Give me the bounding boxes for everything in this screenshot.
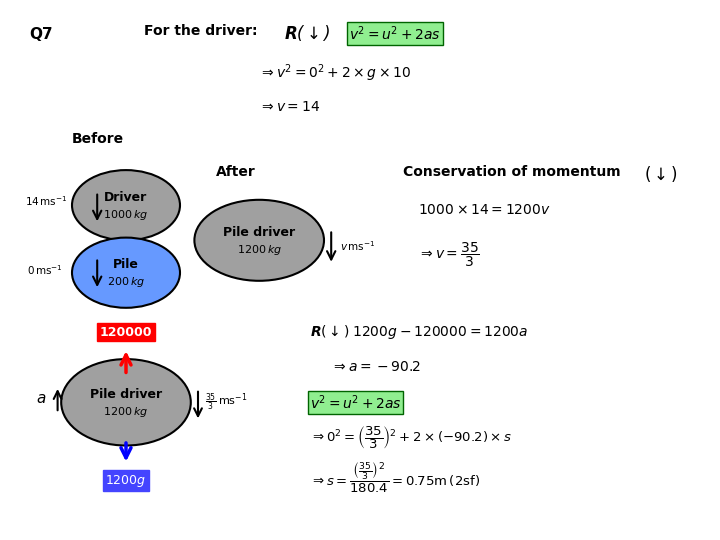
Text: $\Rightarrow 0^2 = \left(\dfrac{35}{3}\right)^2 + 2\times(-90.2)\times s$: $\Rightarrow 0^2 = \left(\dfrac{35}{3}\r… xyxy=(310,424,512,451)
Text: Pile driver: Pile driver xyxy=(223,226,295,239)
Text: $\Rightarrow v^2 = 0^2 + 2 \times g \times 10$: $\Rightarrow v^2 = 0^2 + 2 \times g \tim… xyxy=(259,62,412,84)
Text: $\boldsymbol{R}$($\downarrow$): $\boldsymbol{R}$($\downarrow$) xyxy=(284,23,331,43)
Text: Conservation of momentum: Conservation of momentum xyxy=(403,165,621,179)
Text: $\Rightarrow a = -90.2$: $\Rightarrow a = -90.2$ xyxy=(331,360,421,374)
Text: $1200g$: $1200g$ xyxy=(105,472,147,489)
Text: $\boldsymbol{R}(\downarrow)\;1200g - 120000 = 1200a$: $\boldsymbol{R}(\downarrow)\;1200g - 120… xyxy=(310,323,528,341)
Text: $\Rightarrow v = 14$: $\Rightarrow v = 14$ xyxy=(259,100,320,114)
Ellipse shape xyxy=(61,359,191,446)
Text: Driver: Driver xyxy=(104,191,148,204)
Text: $v\,\mathrm{ms}^{-1}$: $v\,\mathrm{ms}^{-1}$ xyxy=(340,239,375,253)
Text: 120000: 120000 xyxy=(100,326,152,339)
Text: $14\,\mathrm{ms}^{-1}$: $14\,\mathrm{ms}^{-1}$ xyxy=(25,194,68,208)
Text: $1000\,kg$: $1000\,kg$ xyxy=(104,208,148,222)
Text: $\Rightarrow s = \dfrac{\left(\frac{35}{3}\right)^2}{180.4} = 0.75\mathrm{m}\,(2: $\Rightarrow s = \dfrac{\left(\frac{35}{… xyxy=(310,461,480,495)
Text: $\Rightarrow v = \dfrac{35}{3}$: $\Rightarrow v = \dfrac{35}{3}$ xyxy=(418,240,480,268)
Text: $1200\,kg$: $1200\,kg$ xyxy=(104,405,148,419)
Text: $\frac{35}{3}\,\mathrm{ms}^{-1}$: $\frac{35}{3}\,\mathrm{ms}^{-1}$ xyxy=(205,392,248,413)
Ellipse shape xyxy=(72,238,180,308)
Text: Q7: Q7 xyxy=(29,27,53,42)
Ellipse shape xyxy=(72,170,180,240)
Ellipse shape xyxy=(194,200,324,281)
Text: Pile: Pile xyxy=(113,258,139,271)
Text: ($\downarrow$): ($\downarrow$) xyxy=(644,164,678,184)
Text: $200\,kg$: $200\,kg$ xyxy=(107,275,145,289)
Text: $1000 \times 14 = 1200v$: $1000 \times 14 = 1200v$ xyxy=(418,202,550,217)
Text: $v^2 = u^2 + 2as$: $v^2 = u^2 + 2as$ xyxy=(310,393,402,411)
Text: Pile driver: Pile driver xyxy=(90,388,162,401)
Text: $1200\,kg$: $1200\,kg$ xyxy=(237,243,282,257)
Text: $a$: $a$ xyxy=(36,391,46,406)
Text: For the driver:: For the driver: xyxy=(144,24,258,38)
Text: $0\,\mathrm{ms}^{-1}$: $0\,\mathrm{ms}^{-1}$ xyxy=(27,263,63,277)
Text: $v^2 = u^2 + 2as$: $v^2 = u^2 + 2as$ xyxy=(349,24,441,43)
Text: After: After xyxy=(216,165,256,179)
Text: Before: Before xyxy=(72,132,124,146)
